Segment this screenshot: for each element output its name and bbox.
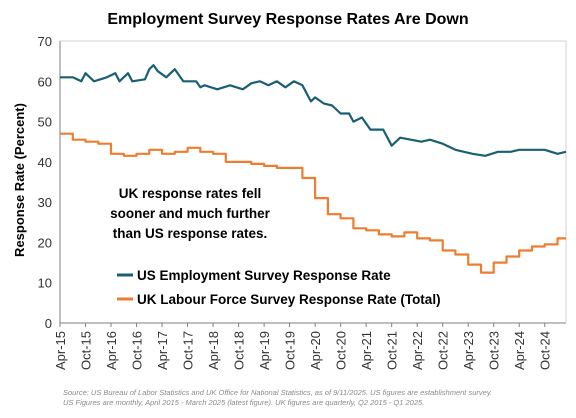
annotation-line-3: than US response rates.	[113, 226, 268, 241]
annotation-line-1: UK response rates fell	[119, 186, 262, 201]
series-line-uk	[60, 132, 566, 274]
x-tick-label: Apr-22	[410, 331, 425, 370]
x-tick-label: Oct-22	[436, 331, 451, 370]
x-tick-label: Apr-21	[359, 331, 374, 370]
x-tick-label: Oct-17	[181, 331, 196, 370]
x-tick-label: Oct-24	[538, 331, 553, 370]
series-lines	[60, 64, 567, 274]
legend-label-uk: UK Labour Force Survey Response Rate (To…	[137, 292, 441, 307]
source-note-line-2: US Figures are monthly, April 2015 - Mar…	[63, 398, 424, 407]
x-tick-label: Oct-20	[334, 331, 349, 370]
annotation: UK response rates fell sooner and much f…	[110, 186, 271, 241]
x-tick-label: Oct-23	[487, 331, 502, 370]
x-tick-label: Apr-19	[257, 331, 272, 370]
y-axis-label: Response Rate (Percent)	[12, 103, 27, 257]
annotation-line-2: sooner and much further	[110, 206, 271, 221]
y-tick-label: 40	[38, 155, 52, 170]
source-note-line-1: Source: US Bureau of Labor Statistics an…	[63, 388, 492, 397]
legend: US Employment Survey Response Rate UK La…	[117, 268, 441, 307]
x-tick-label: Oct-19	[283, 331, 298, 370]
y-tick-label: 0	[45, 316, 52, 331]
x-tick-label: Apr-24	[512, 331, 527, 370]
y-tick-label: 20	[38, 235, 52, 250]
x-tick-label: Apr-23	[461, 331, 476, 370]
x-tick-label: Apr-18	[206, 331, 221, 370]
x-tick-label: Oct-21	[385, 331, 400, 370]
y-tick-label: 60	[38, 74, 52, 89]
x-tick-label: Apr-15	[53, 331, 68, 370]
x-tick-label: Oct-18	[232, 331, 247, 370]
x-tick-labels: Apr-15 Oct-15 Apr-16 Oct-16 Apr-17 Oct-17 Apr-…	[53, 323, 553, 370]
y-tick-label: 30	[38, 195, 52, 210]
series-line-us	[60, 64, 567, 157]
x-tick-label: Oct-15	[79, 331, 94, 370]
x-tick-label: Apr-17	[155, 331, 170, 370]
axes	[59, 40, 567, 324]
x-tick-label: Apr-16	[104, 331, 119, 370]
chart-title: Employment Survey Response Rates Are Dow…	[107, 11, 468, 28]
x-tick-label: Oct-16	[130, 331, 145, 370]
legend-label-us: US Employment Survey Response Rate	[137, 268, 391, 283]
y-tick-labels: 0 10 20 30 40 50 60 70	[38, 34, 52, 331]
y-tick-label: 10	[38, 276, 52, 291]
y-tick-label: 70	[38, 34, 52, 49]
y-tick-label: 50	[38, 115, 52, 130]
x-tick-label: Apr-20	[308, 331, 323, 370]
